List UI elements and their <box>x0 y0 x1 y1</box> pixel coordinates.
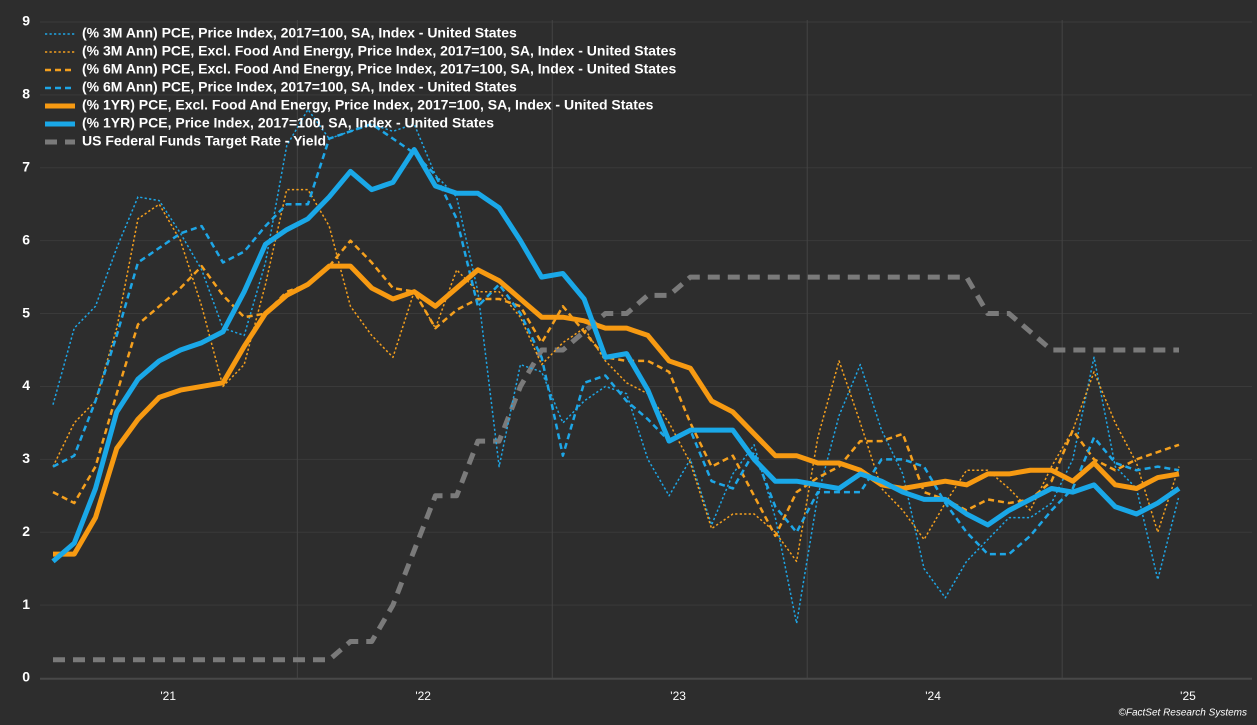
y-tick-label: 3 <box>22 450 30 466</box>
legend-label: (% 1YR) PCE, Excl. Food And Energy, Pric… <box>82 97 654 113</box>
x-tick-label: '24 <box>925 689 941 703</box>
series-line <box>53 274 1179 663</box>
series-line <box>52 108 1180 625</box>
legend-label: US Federal Funds Target Rate - Yield <box>82 133 326 149</box>
y-tick-label: 0 <box>22 669 30 685</box>
legend-label: (% 3M Ann) PCE, Price Index, 2017=100, S… <box>82 25 517 41</box>
series-line <box>53 263 1180 557</box>
legend-label: (% 6M Ann) PCE, Price Index, 2017=100, S… <box>82 79 517 95</box>
series-line <box>51 147 1181 564</box>
series-line <box>52 122 1180 556</box>
y-tick-label: 7 <box>22 158 30 174</box>
series-line <box>52 239 1180 538</box>
y-tick-label: 1 <box>22 596 30 612</box>
y-tick-label: 4 <box>22 377 30 393</box>
y-tick-label: 9 <box>22 13 30 29</box>
x-tick-label: '25 <box>1180 689 1196 703</box>
legend-label: (% 1YR) PCE, Price Index, 2017=100, SA, … <box>82 115 494 131</box>
source-note: ©FactSet Research Systems <box>1118 708 1247 719</box>
y-tick-label: 6 <box>22 231 30 247</box>
x-tick-label: '21 <box>160 689 176 703</box>
x-tick-label: '23 <box>670 689 686 703</box>
legend-label: (% 3M Ann) PCE, Excl. Food And Energy, P… <box>82 43 676 59</box>
legend-label: (% 6M Ann) PCE, Excl. Food And Energy, P… <box>82 61 676 77</box>
y-tick-label: 2 <box>22 523 30 539</box>
x-tick-label: '22 <box>415 689 431 703</box>
y-tick-label: 5 <box>22 304 30 320</box>
y-tick-label: 8 <box>22 86 30 102</box>
